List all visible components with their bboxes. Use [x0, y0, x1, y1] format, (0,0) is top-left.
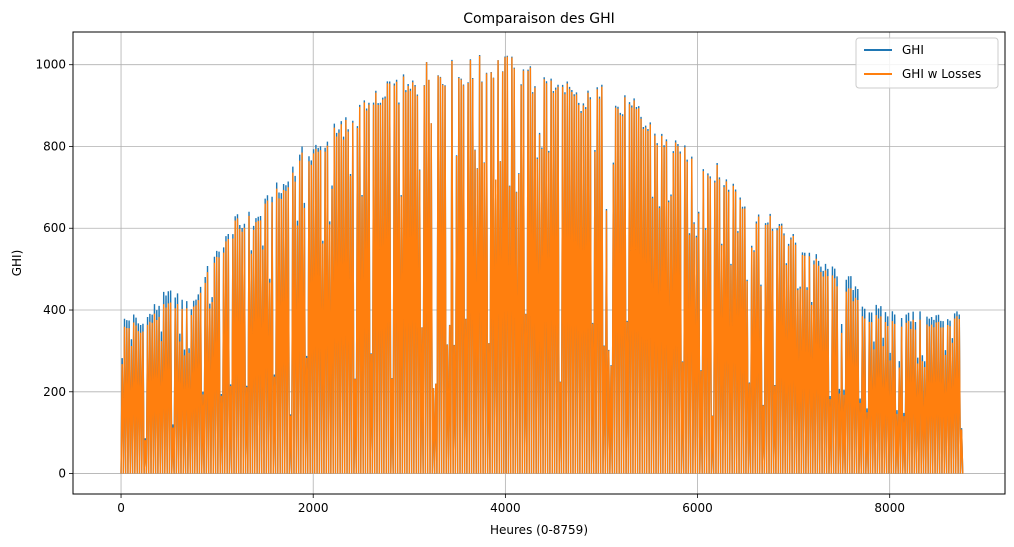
y-tick-label: 400: [43, 303, 66, 317]
x-tick-label: 2000: [298, 501, 329, 515]
legend-label-ghi: GHI: [902, 43, 924, 57]
y-axis-label: GHI): [10, 250, 24, 277]
x-tick-label: 4000: [490, 501, 521, 515]
y-tick-label: 0: [58, 467, 66, 481]
plot-frame: [72, 31, 1006, 495]
series-ghi-w-losses: [120, 55, 964, 474]
x-tick-label: 0: [117, 501, 125, 515]
x-tick-label: 8000: [874, 501, 905, 515]
series-area: [120, 55, 964, 474]
y-axis: 0 200 400 600 800 1000: [35, 58, 73, 481]
y-tick-label: 800: [43, 139, 66, 153]
x-axis-label: Heures (0-8759): [490, 523, 588, 537]
legend-label-ghi-w-losses: GHI w Losses: [902, 67, 981, 81]
series-line: [120, 55, 964, 474]
y-tick-label: 1000: [35, 58, 66, 72]
y-tick-label: 600: [43, 221, 66, 235]
x-axis: 0 2000 4000 6000 8000: [117, 494, 905, 515]
legend: GHI GHI w Losses: [855, 37, 999, 89]
chart-title: Comparaison des GHI: [463, 11, 615, 27]
y-tick-label: 200: [43, 385, 66, 399]
x-tick-label: 6000: [682, 501, 713, 515]
